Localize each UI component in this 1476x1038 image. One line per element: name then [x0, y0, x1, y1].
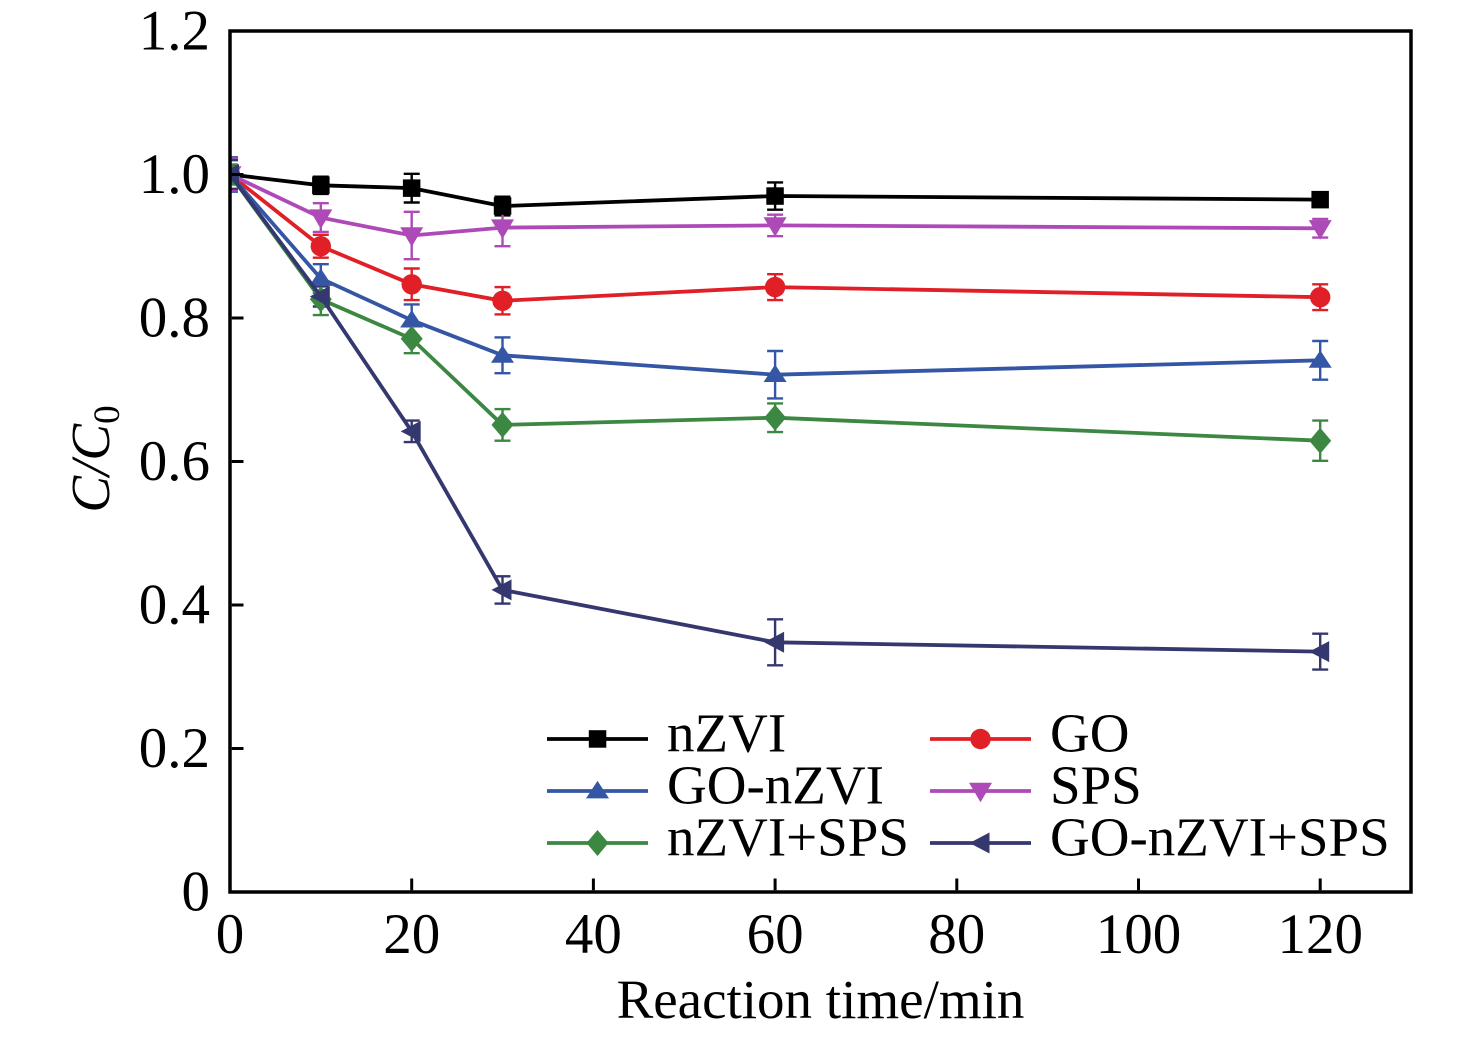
svg-text:nZVI+SPS: nZVI+SPS — [667, 807, 909, 868]
svg-text:C/C0: C/C0 — [60, 405, 128, 512]
svg-text:nZVI: nZVI — [667, 703, 786, 764]
svg-text:60: 60 — [747, 903, 804, 966]
svg-text:1.2: 1.2 — [139, 0, 210, 63]
svg-text:GO-nZVI: GO-nZVI — [667, 755, 884, 816]
svg-text:0: 0 — [182, 861, 211, 924]
svg-text:100: 100 — [1096, 903, 1182, 966]
svg-text:GO-nZVI+SPS: GO-nZVI+SPS — [1050, 807, 1390, 868]
svg-text:SPS: SPS — [1050, 755, 1142, 816]
svg-text:0.6: 0.6 — [139, 430, 210, 493]
svg-text:20: 20 — [383, 903, 440, 966]
svg-text:120: 120 — [1277, 903, 1363, 966]
svg-text:0: 0 — [216, 903, 245, 966]
svg-text:GO: GO — [1050, 703, 1129, 764]
svg-text:Reaction time/min: Reaction time/min — [617, 969, 1025, 1030]
svg-text:0.4: 0.4 — [139, 574, 210, 637]
svg-text:40: 40 — [565, 903, 622, 966]
svg-text:0.2: 0.2 — [139, 717, 210, 780]
svg-text:0.8: 0.8 — [139, 287, 210, 350]
svg-text:1.0: 1.0 — [139, 143, 210, 206]
svg-text:80: 80 — [928, 903, 985, 966]
